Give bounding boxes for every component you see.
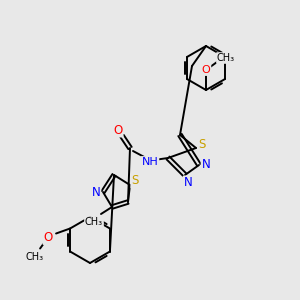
Text: O: O (113, 124, 123, 136)
Text: N: N (92, 187, 100, 200)
Text: NH: NH (142, 157, 158, 167)
Text: N: N (184, 176, 192, 190)
Text: S: S (198, 139, 206, 152)
Text: CH₃: CH₃ (25, 251, 43, 262)
Text: CH₃: CH₃ (217, 53, 235, 63)
Text: CH₃: CH₃ (85, 217, 103, 227)
Text: O: O (202, 65, 210, 75)
Text: S: S (131, 175, 139, 188)
Text: N: N (202, 158, 210, 172)
Text: O: O (44, 231, 53, 244)
